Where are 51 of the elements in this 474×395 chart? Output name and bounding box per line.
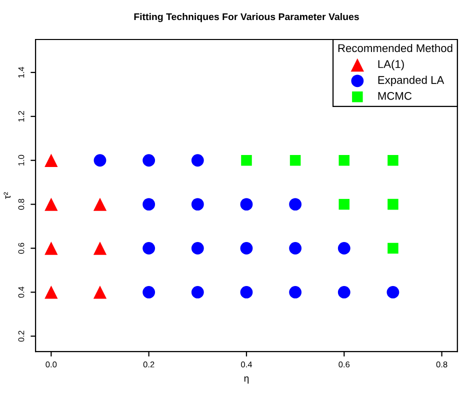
point (386, 286, 400, 298)
point (338, 242, 350, 254)
point (93, 242, 107, 255)
point (338, 286, 350, 298)
point (142, 286, 156, 298)
y-tick-label: 0.2 (18, 330, 24, 342)
point (338, 198, 350, 210)
x-tick-label: 0.8 (436, 361, 448, 368)
point (191, 198, 204, 211)
point (289, 198, 302, 211)
point (241, 154, 252, 166)
legend-title: Recommended Method (338, 44, 452, 52)
y-axis-title: τ² (4, 192, 11, 199)
point (240, 198, 253, 211)
y-tick-label: 1.4 (18, 66, 24, 78)
x-tick-label: 0.0 (46, 361, 57, 368)
point (240, 286, 253, 298)
point (142, 198, 156, 211)
point (289, 286, 302, 298)
legend-label: Expanded LA (378, 76, 444, 86)
x-tick-label: 0.4 (241, 361, 252, 368)
x-tick-label: 0.2 (143, 361, 154, 368)
y-tick-label: 1.2 (18, 111, 24, 122)
x-tick-label: 0.6 (338, 361, 350, 368)
point (388, 198, 398, 210)
point (93, 198, 107, 211)
chart-title: Fitting Techniques For Various Parameter Values (134, 13, 359, 22)
y-tick-label: 0.4 (18, 286, 24, 298)
y-tick-label: 0.6 (18, 242, 24, 254)
point (290, 154, 301, 166)
point (191, 154, 204, 167)
point (289, 242, 302, 254)
legend-label: MCMC (378, 92, 412, 100)
point (191, 242, 204, 254)
point (338, 154, 350, 166)
legend-label: LA(1) (378, 60, 404, 70)
y-tick-label: 1.0 (18, 154, 24, 166)
point (44, 198, 58, 211)
point (44, 286, 58, 299)
point (142, 154, 156, 167)
point (94, 154, 106, 167)
point (388, 154, 398, 166)
x-axis-title: η (244, 376, 249, 384)
point (142, 242, 156, 254)
point (388, 242, 398, 254)
point (44, 242, 58, 255)
point (44, 154, 58, 167)
y-tick-label: 0.8 (18, 198, 24, 210)
point (240, 242, 253, 254)
point (191, 286, 204, 298)
point (93, 286, 107, 299)
